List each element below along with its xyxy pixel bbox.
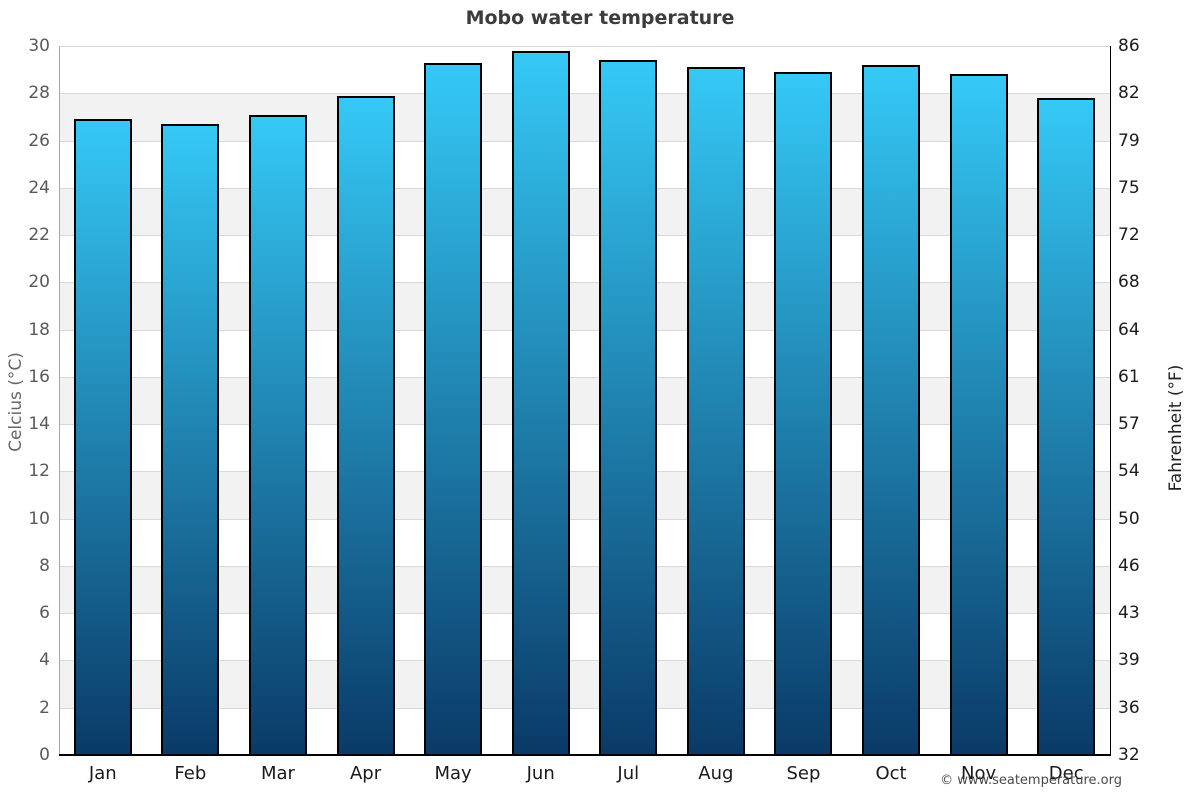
plot-band — [59, 282, 1110, 330]
x-category-label-jan: Jan — [88, 763, 117, 784]
y-tick-label-fahrenheit: 57 — [1118, 414, 1140, 435]
x-category-label-oct: Oct — [875, 763, 907, 784]
chart-title: Mobo water temperature — [465, 7, 735, 29]
x-category-label-nov: Nov — [961, 763, 997, 784]
y-tick-label-fahrenheit: 50 — [1118, 508, 1140, 529]
y-tick-label-fahrenheit: 43 — [1118, 603, 1140, 624]
bar-dec[interactable] — [1037, 97, 1096, 755]
x-category-label-aug: Aug — [698, 763, 734, 784]
gridline — [59, 566, 1110, 567]
y-tick-label-fahrenheit: 79 — [1118, 130, 1140, 151]
y-tick-label-fahrenheit: 61 — [1118, 366, 1140, 387]
plot-band — [59, 46, 1110, 94]
bar-oct[interactable] — [862, 64, 921, 755]
x-category-label-may: May — [434, 763, 472, 784]
plot-band — [59, 660, 1110, 708]
y-axis-left-title: Celcius (°C) — [6, 352, 26, 452]
gridline — [59, 235, 1110, 236]
gridline — [59, 424, 1110, 425]
bar-may[interactable] — [424, 62, 483, 755]
y-tick-label-fahrenheit: 54 — [1118, 461, 1140, 482]
y-tick-label-fahrenheit: 68 — [1118, 272, 1140, 293]
y-tick-label-fahrenheit: 36 — [1118, 697, 1140, 718]
x-category-label-sep: Sep — [786, 763, 821, 784]
x-category-label-apr: Apr — [349, 763, 382, 784]
gridline — [59, 519, 1110, 520]
y-tick-label-celsius: 18 — [28, 319, 50, 340]
x-category-label-jun: Jun — [526, 763, 555, 784]
y-tick-label-celsius: 26 — [28, 130, 50, 151]
y-tick-label-celsius: 16 — [28, 366, 50, 387]
y-axis-right-line — [1110, 46, 1111, 756]
y-axis-right-title: Fahrenheit (°F) — [1166, 364, 1186, 492]
y-tick-label-celsius: 12 — [28, 461, 50, 482]
x-category-label-feb: Feb — [174, 763, 207, 784]
y-tick-label-fahrenheit: 46 — [1118, 555, 1140, 576]
bar-sep[interactable] — [774, 71, 833, 755]
plot-band — [59, 93, 1110, 141]
gridline — [59, 141, 1110, 142]
bar-apr[interactable] — [336, 95, 395, 755]
plot-band — [59, 140, 1110, 188]
plot-band — [59, 235, 1110, 283]
y-axis-left-line — [59, 46, 60, 756]
y-tick-label-celsius: 20 — [28, 272, 50, 293]
plot-band — [59, 565, 1110, 614]
x-category-label-dec: Dec — [1048, 763, 1084, 784]
bar-aug[interactable] — [686, 67, 745, 755]
plot-band — [59, 613, 1110, 661]
gridline — [59, 660, 1110, 661]
bar-jul[interactable] — [599, 60, 658, 755]
plot-band — [59, 329, 1110, 377]
y-tick-label-fahrenheit: 82 — [1118, 83, 1140, 104]
y-tick-label-fahrenheit: 39 — [1118, 650, 1140, 671]
plot-band — [59, 471, 1110, 519]
bar-mar[interactable] — [248, 114, 307, 755]
y-tick-label-celsius: 8 — [39, 555, 50, 576]
x-category-label-jul: Jul — [617, 763, 640, 784]
y-tick-label-celsius: 30 — [28, 36, 50, 56]
plot-band — [59, 424, 1110, 472]
y-tick-label-celsius: 4 — [39, 650, 50, 671]
y-tick-label-celsius: 2 — [39, 697, 50, 718]
y-tick-label-fahrenheit: 64 — [1118, 319, 1140, 340]
y-tick-label-celsius: 14 — [28, 414, 50, 435]
bar-jun[interactable] — [511, 50, 570, 755]
copyright-text: © www.seatemperature.org — [940, 773, 1122, 788]
gridline — [59, 708, 1110, 709]
x-axis-line — [59, 754, 1111, 756]
y-tick-label-celsius: 6 — [39, 603, 50, 624]
plot-band — [59, 376, 1110, 425]
gridline — [59, 330, 1110, 331]
y-tick-label-fahrenheit: 72 — [1118, 225, 1140, 246]
gridline — [59, 282, 1110, 283]
gridline — [59, 377, 1110, 378]
gridline — [59, 93, 1110, 94]
bar-jan[interactable] — [73, 119, 132, 755]
plot-band — [59, 707, 1110, 755]
x-category-label-mar: Mar — [260, 763, 295, 784]
y-tick-label-celsius: 28 — [28, 83, 50, 104]
bar-nov[interactable] — [949, 74, 1008, 755]
plot-band — [59, 187, 1110, 236]
y-tick-label-fahrenheit: 75 — [1118, 177, 1140, 198]
gridline — [59, 46, 1110, 47]
bar-feb[interactable] — [161, 123, 220, 755]
gridline — [59, 613, 1110, 614]
y-tick-label-celsius: 24 — [28, 177, 50, 198]
y-tick-label-celsius: 0 — [39, 745, 50, 765]
gridline — [59, 188, 1110, 189]
y-tick-label-celsius: 10 — [28, 508, 50, 529]
gridline — [59, 471, 1110, 472]
y-tick-label-celsius: 22 — [28, 225, 50, 246]
y-tick-label-fahrenheit: 86 — [1118, 36, 1140, 56]
y-tick-label-fahrenheit: 32 — [1118, 745, 1140, 765]
plot-band — [59, 518, 1110, 566]
